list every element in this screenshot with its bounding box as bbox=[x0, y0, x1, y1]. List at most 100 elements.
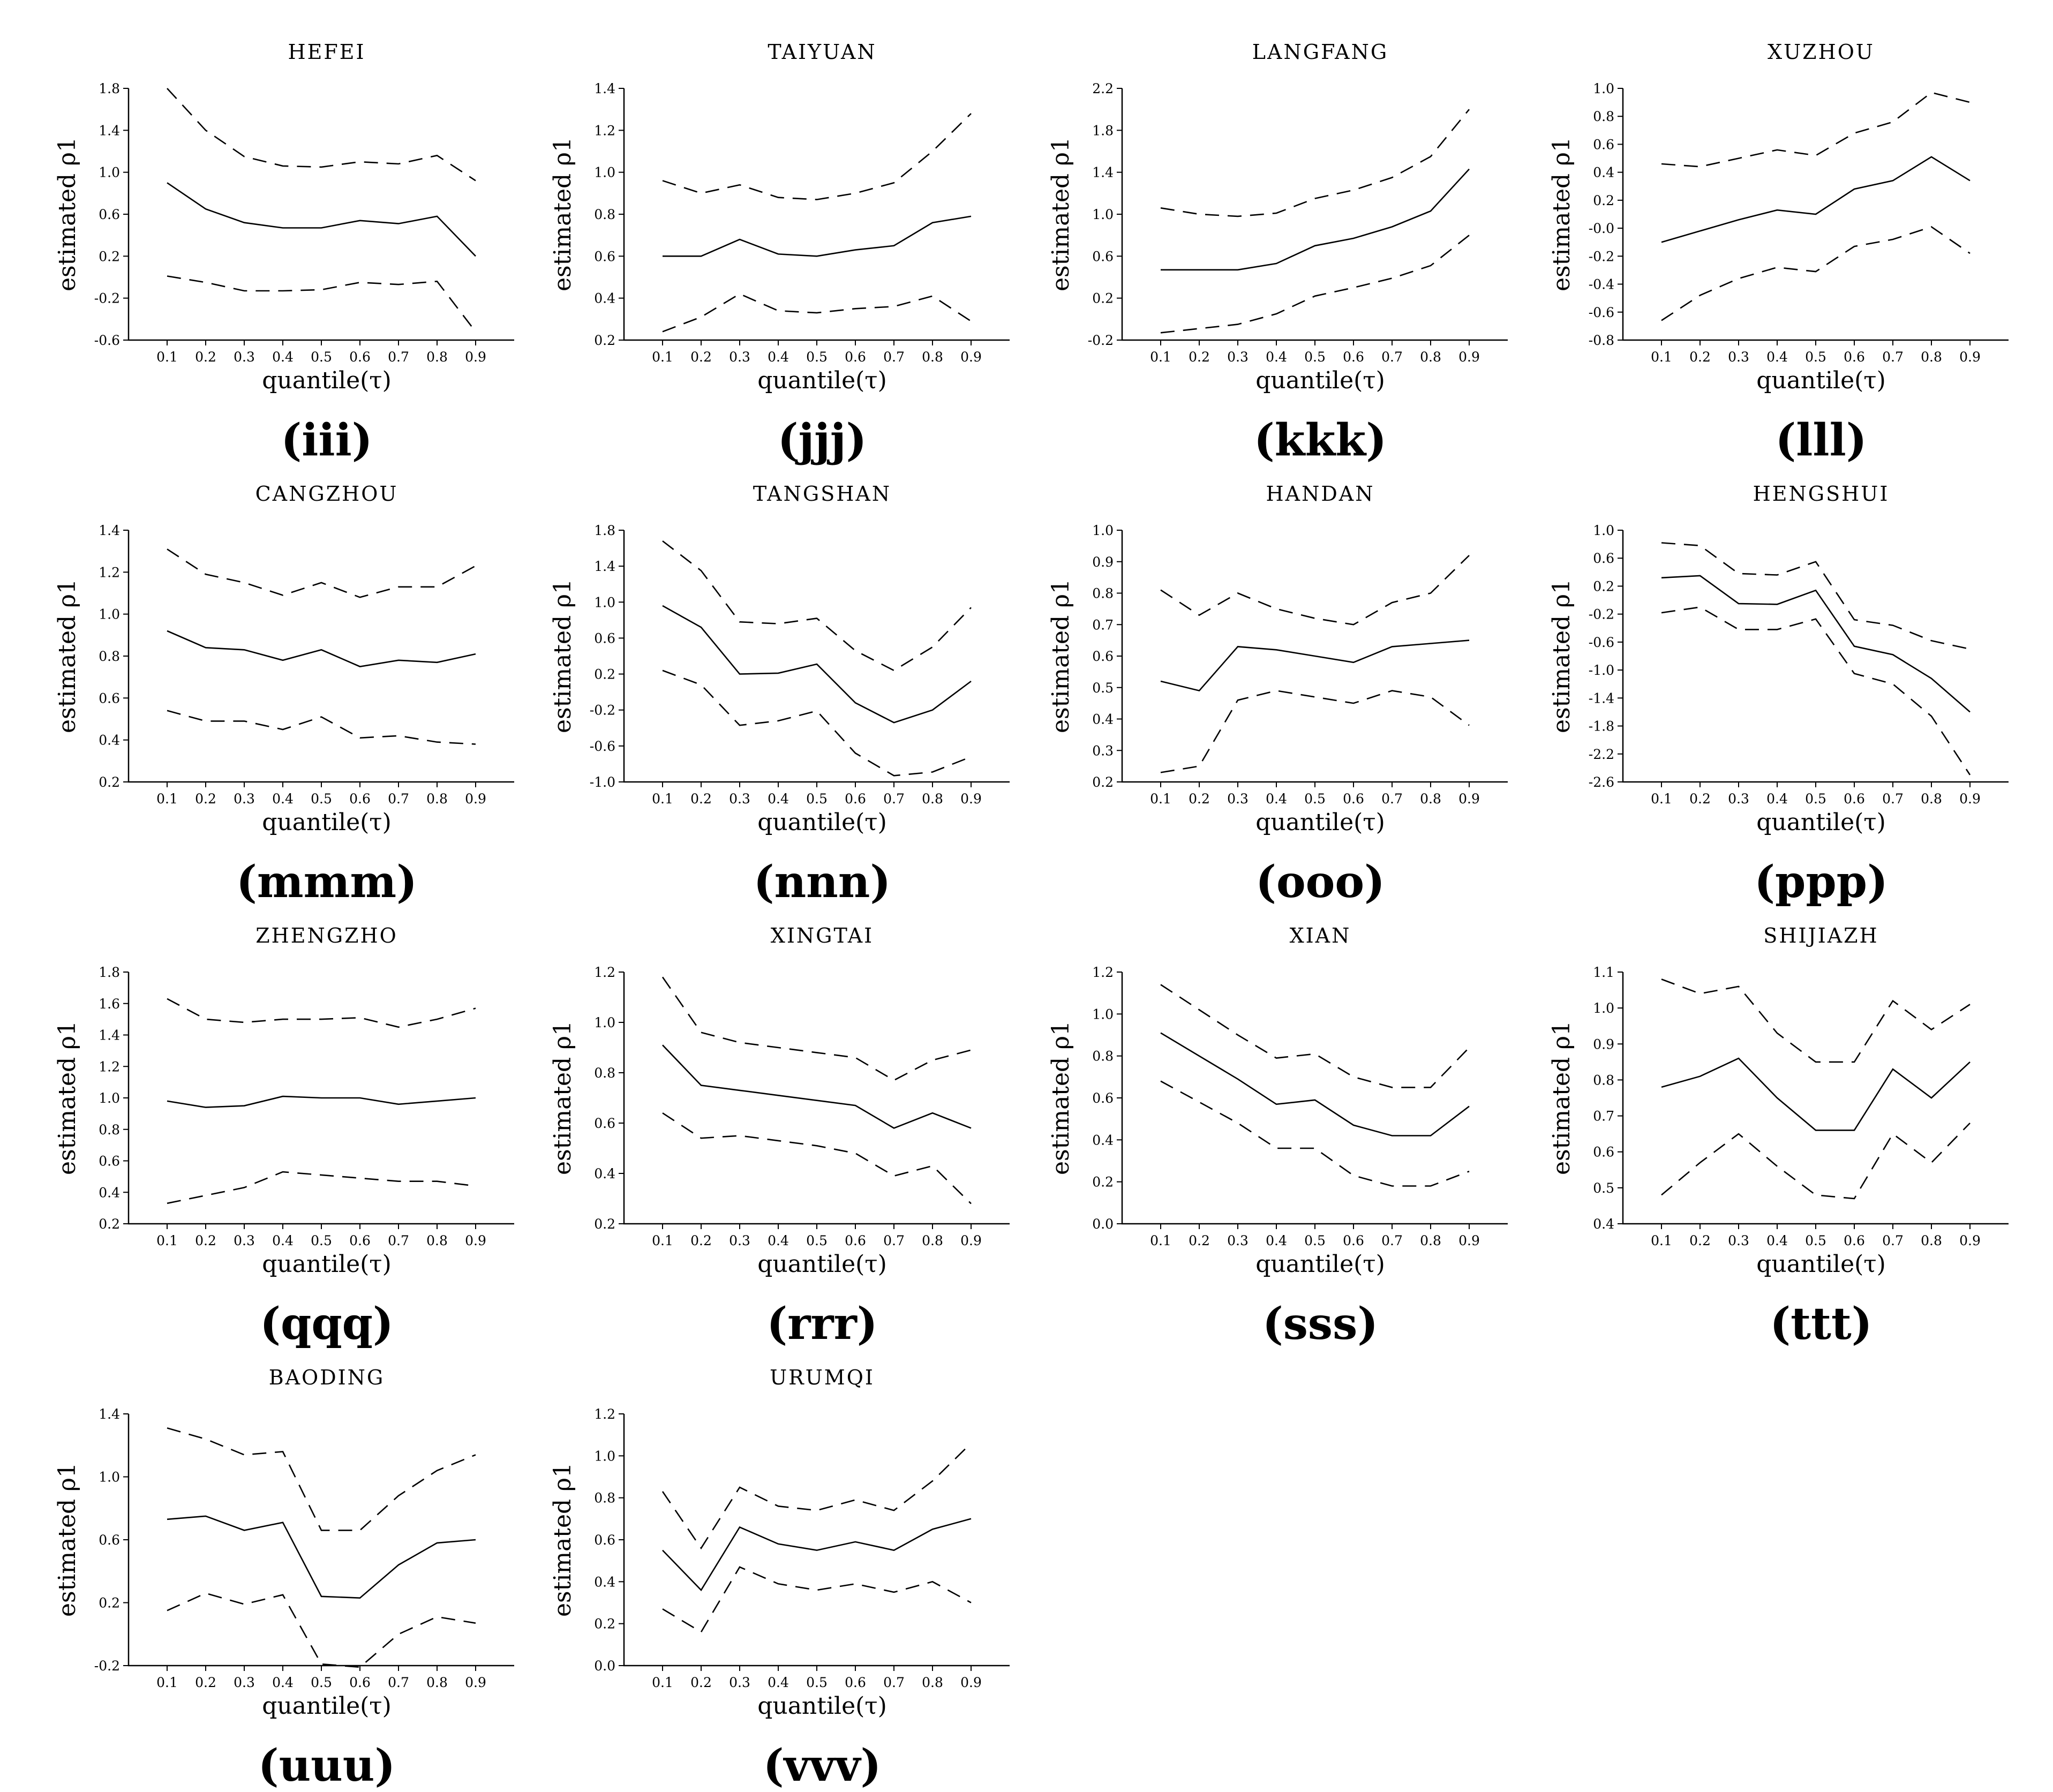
y-tick-label: 1.0 bbox=[99, 1470, 120, 1485]
y-tick-label: 0.2 bbox=[99, 1216, 120, 1232]
x-tick-label: 0.8 bbox=[1921, 349, 1942, 365]
y-tick-label: -0.2 bbox=[1589, 249, 1614, 264]
lower-bound-line bbox=[1160, 690, 1470, 773]
y-tick-label: -2.2 bbox=[1589, 747, 1614, 762]
upper-bound-line bbox=[1661, 542, 1971, 650]
x-tick-label: 0.7 bbox=[883, 1675, 905, 1690]
panel-label: (iii) bbox=[281, 415, 372, 466]
lower-bound-line bbox=[1160, 1080, 1470, 1187]
x-tick-label: 0.1 bbox=[156, 1233, 178, 1248]
y-tick-label: 0.6 bbox=[1092, 249, 1114, 264]
y-tick-label: -0.2 bbox=[1088, 333, 1114, 348]
y-tick-label: 0.6 bbox=[1092, 649, 1114, 664]
y-tick-label: 0.8 bbox=[1593, 109, 1614, 124]
x-tick-label: 0.8 bbox=[1420, 349, 1441, 365]
estimate-line bbox=[1160, 1032, 1470, 1136]
lower-bound-line bbox=[662, 1112, 972, 1204]
x-tick-label: 0.4 bbox=[272, 1675, 294, 1690]
upper-bound-line bbox=[661, 1442, 972, 1550]
x-tick-label: 0.9 bbox=[1458, 349, 1480, 365]
x-tick-label: 0.8 bbox=[922, 349, 943, 365]
y-tick-label: 0.2 bbox=[594, 333, 615, 348]
x-tick-label: 0.4 bbox=[768, 349, 789, 365]
y-tick-label: 1.0 bbox=[594, 1015, 615, 1030]
chart-title: XINGTAI bbox=[771, 924, 874, 947]
x-axis-label: quantile(τ) bbox=[262, 809, 392, 836]
x-tick-label: 0.8 bbox=[426, 791, 448, 807]
lower-bound-line bbox=[1160, 235, 1470, 334]
x-axis-label: quantile(τ) bbox=[757, 1251, 887, 1278]
lower-bound-line bbox=[167, 1171, 476, 1204]
x-tick-label: 0.3 bbox=[729, 1675, 750, 1690]
x-tick-label: 0.2 bbox=[690, 1233, 712, 1248]
axis-frame bbox=[1121, 88, 1508, 341]
chart-title: LANGFANG bbox=[1252, 40, 1388, 64]
x-tick-label: 0.9 bbox=[960, 1675, 982, 1690]
y-tick-label: 0.6 bbox=[594, 1116, 615, 1131]
y-tick-label: 0.4 bbox=[99, 733, 120, 748]
chart-panel: CANGZHOU 0.2 0.4 0.6 0.8 1.0 1.2 1.4 0.1 0.2 0.3 0.… bbox=[54, 482, 514, 908]
y-tick-label: 0.2 bbox=[99, 249, 120, 264]
y-axis-label: estimated ρ1 bbox=[54, 137, 81, 291]
y-tick-label: 1.8 bbox=[594, 523, 615, 538]
y-axis-label: estimated ρ1 bbox=[1548, 1021, 1575, 1175]
x-tick-label: 0.7 bbox=[883, 1233, 905, 1248]
chart-title: HEFEI bbox=[288, 40, 366, 64]
y-tick-label: 1.1 bbox=[1593, 965, 1614, 980]
lower-bound-line bbox=[167, 710, 476, 745]
panel-label: (nnn) bbox=[754, 856, 891, 908]
panel-label: (ttt) bbox=[1770, 1298, 1872, 1350]
x-tick-label: 0.2 bbox=[690, 349, 712, 365]
x-tick-label: 0.9 bbox=[465, 791, 486, 807]
x-tick-label: 0.3 bbox=[729, 349, 750, 365]
y-tick-label: 1.8 bbox=[1092, 123, 1114, 138]
x-tick-label: 0.7 bbox=[1381, 1233, 1403, 1248]
x-tick-label: 0.7 bbox=[388, 791, 409, 807]
panel-label: (qqq) bbox=[260, 1298, 394, 1350]
y-axis-label: estimated ρ1 bbox=[549, 579, 576, 733]
y-tick-label: 1.4 bbox=[99, 1028, 120, 1043]
x-tick-label: 0.8 bbox=[922, 1233, 943, 1248]
chart-panel: BAODING -0.2 0.2 0.6 1.0 1.4 0.1 0.2 0.3 0.4 0.5 0.… bbox=[54, 1366, 514, 1791]
upper-bound-line bbox=[167, 1427, 476, 1531]
x-tick-label: 0.7 bbox=[388, 1233, 409, 1248]
x-tick-label: 0.5 bbox=[806, 349, 828, 365]
x-tick-label: 0.4 bbox=[768, 1233, 789, 1248]
x-tick-label: 0.7 bbox=[883, 349, 905, 365]
y-axis-label: estimated ρ1 bbox=[549, 137, 576, 291]
x-tick-label: 0.2 bbox=[195, 1675, 216, 1690]
x-tick-label: 0.5 bbox=[1304, 791, 1326, 807]
x-tick-label: 0.5 bbox=[1304, 1233, 1326, 1248]
chart-title: HANDAN bbox=[1266, 482, 1375, 506]
x-tick-label: 0.3 bbox=[234, 1233, 255, 1248]
y-tick-label: -2.6 bbox=[1589, 774, 1614, 790]
x-tick-label: 0.9 bbox=[1959, 1233, 1981, 1248]
x-tick-label: 0.1 bbox=[652, 1233, 673, 1248]
x-tick-label: 0.8 bbox=[922, 1675, 943, 1690]
y-tick-label: 1.6 bbox=[99, 996, 120, 1012]
panel-label: (jjj) bbox=[778, 415, 867, 466]
x-tick-label: 0.3 bbox=[1227, 791, 1249, 807]
lower-bound-line bbox=[662, 1566, 972, 1633]
chart-panel: XUZHOU -0.8 -0.6 -0.4 -0.2 -0.0 0.2 0.4 0.6 0.8 1.… bbox=[1548, 40, 2009, 466]
y-tick-label: 0.2 bbox=[1593, 578, 1614, 594]
x-axis-label: quantile(τ) bbox=[262, 1251, 392, 1278]
x-tick-label: 0.2 bbox=[195, 349, 216, 365]
x-axis-label: quantile(τ) bbox=[1255, 367, 1385, 394]
panel-label: (vvv) bbox=[763, 1740, 882, 1791]
y-tick-label: 1.8 bbox=[99, 965, 120, 980]
x-tick-label: 0.9 bbox=[465, 1233, 486, 1248]
x-tick-label: 0.1 bbox=[652, 349, 673, 365]
chart-panel: HEFEI -0.6 -0.2 0.2 0.6 1.0 1.4 1.8 0.1 0.2 0.3 0.4… bbox=[54, 40, 514, 466]
x-tick-label: 0.3 bbox=[1227, 349, 1249, 365]
y-tick-label: 0.4 bbox=[1092, 712, 1114, 727]
upper-bound-line bbox=[1160, 555, 1470, 626]
y-tick-label: 0.6 bbox=[1593, 1145, 1614, 1160]
chart-title: TANGSHAN bbox=[753, 482, 891, 506]
x-tick-label: 0.2 bbox=[195, 791, 216, 807]
y-tick-label: 1.0 bbox=[1092, 1006, 1114, 1022]
y-tick-label: 1.0 bbox=[1593, 1000, 1614, 1016]
y-axis-label: estimated ρ1 bbox=[54, 1463, 81, 1617]
y-tick-label: 1.2 bbox=[1092, 965, 1114, 980]
upper-bound-line bbox=[167, 88, 476, 182]
